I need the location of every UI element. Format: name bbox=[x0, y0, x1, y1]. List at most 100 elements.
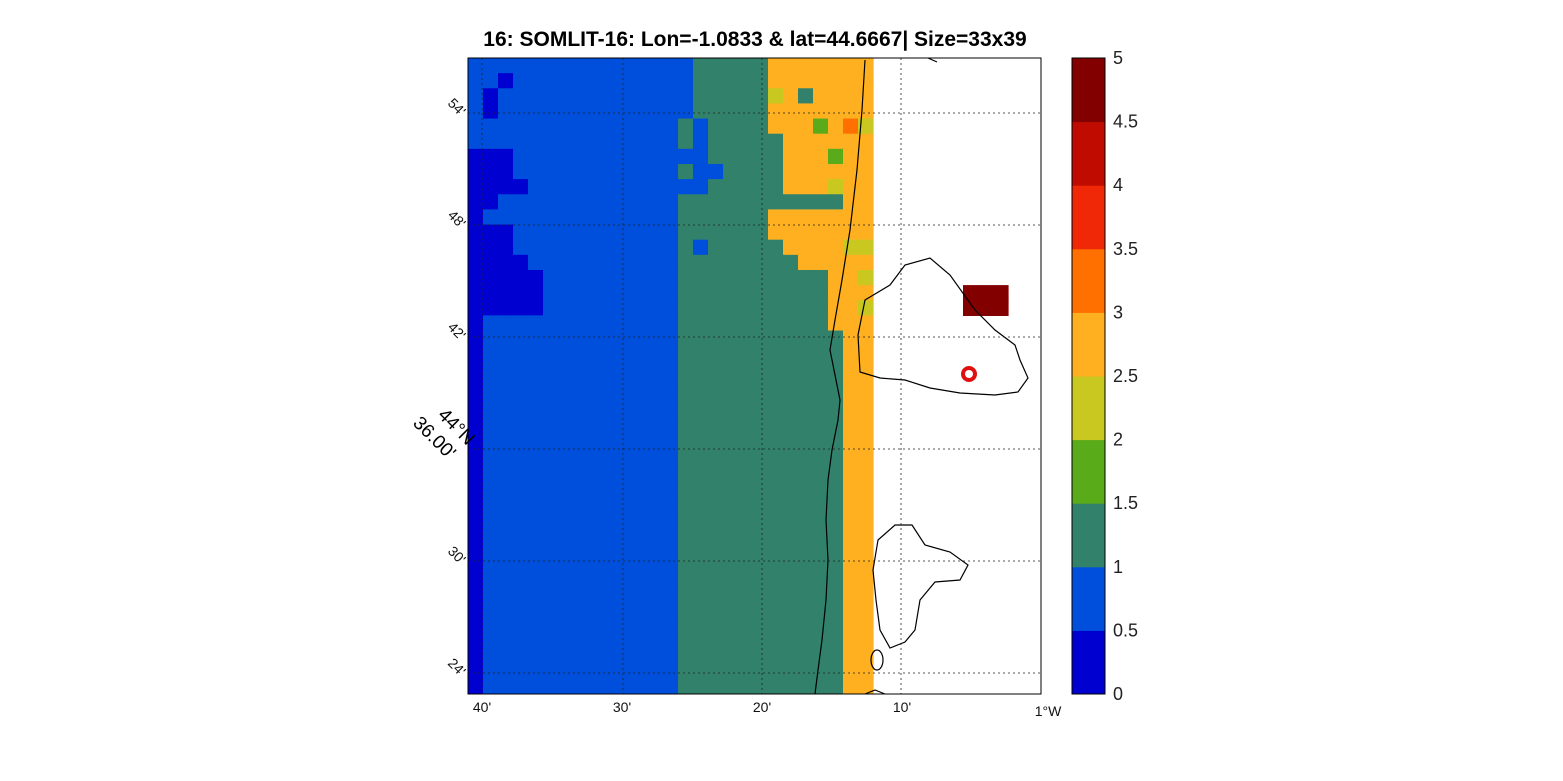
heatmap-cell bbox=[783, 587, 799, 604]
heatmap-cell bbox=[723, 330, 739, 347]
heatmap-cell bbox=[513, 466, 529, 483]
heatmap-cell bbox=[798, 603, 814, 619]
heatmap-cell bbox=[603, 118, 619, 135]
heatmap-cell bbox=[708, 345, 724, 362]
heatmap-cell bbox=[528, 239, 544, 256]
heatmap-cell bbox=[483, 73, 499, 89]
heatmap-cell bbox=[588, 58, 604, 74]
heatmap-cell bbox=[603, 436, 619, 453]
heatmap-cell bbox=[723, 603, 739, 619]
heatmap-cell bbox=[543, 527, 559, 544]
heatmap-cell bbox=[483, 572, 499, 589]
heatmap-cell bbox=[573, 300, 589, 316]
heatmap-cell bbox=[813, 179, 829, 195]
heatmap-cell bbox=[543, 224, 559, 241]
heatmap-cell bbox=[543, 648, 559, 665]
heatmap-cell bbox=[528, 58, 544, 74]
heatmap-cell bbox=[723, 451, 739, 468]
heatmap-cell bbox=[588, 88, 604, 105]
heatmap-cell bbox=[858, 330, 874, 347]
heatmap-cell bbox=[828, 481, 844, 498]
heatmap-cell bbox=[483, 133, 499, 150]
heatmap-cell bbox=[498, 375, 514, 392]
heatmap-cell bbox=[543, 360, 559, 377]
heatmap-cell bbox=[573, 194, 589, 210]
heatmap-cell bbox=[498, 194, 514, 210]
heatmap-cell bbox=[528, 633, 544, 650]
heatmap-cell bbox=[558, 315, 574, 332]
heatmap-cell bbox=[648, 542, 664, 559]
heatmap-cell bbox=[573, 315, 589, 332]
heatmap-cell bbox=[543, 406, 559, 422]
heatmap-cell bbox=[828, 103, 844, 120]
heatmap-cell bbox=[468, 678, 484, 695]
heatmap-cell bbox=[693, 587, 709, 604]
heatmap-cell bbox=[513, 300, 529, 316]
heatmap-cell bbox=[693, 194, 709, 210]
heatmap-cell bbox=[798, 179, 814, 195]
heatmap-cell bbox=[708, 542, 724, 559]
heatmap-cell bbox=[828, 391, 844, 407]
heatmap-cell bbox=[708, 224, 724, 241]
heatmap-cell bbox=[723, 345, 739, 362]
heatmap-cell bbox=[573, 179, 589, 195]
heatmap-cell bbox=[528, 209, 544, 226]
heatmap-cell bbox=[723, 285, 739, 301]
heatmap-cell bbox=[693, 648, 709, 665]
heatmap-cell bbox=[618, 148, 634, 165]
heatmap-cell bbox=[663, 557, 679, 574]
heatmap-cell bbox=[483, 315, 499, 332]
heatmap-cell bbox=[813, 618, 829, 634]
heatmap-cell bbox=[723, 481, 739, 498]
heatmap-cell bbox=[648, 285, 664, 301]
heatmap-cell bbox=[633, 148, 649, 165]
heatmap-cell bbox=[558, 512, 574, 528]
heatmap-cell bbox=[483, 466, 499, 483]
heatmap-cell bbox=[693, 118, 709, 135]
heatmap-cell bbox=[663, 315, 679, 332]
heatmap-cell bbox=[828, 269, 844, 286]
heatmap-cell bbox=[798, 587, 814, 604]
heatmap-cell bbox=[753, 194, 769, 210]
heatmap-cell bbox=[498, 58, 514, 74]
colorbar-tick-label: 3.5 bbox=[1113, 239, 1138, 259]
heatmap-cell bbox=[543, 572, 559, 589]
heatmap-cell bbox=[573, 406, 589, 422]
heatmap-cell bbox=[738, 527, 754, 544]
heatmap-cell bbox=[798, 497, 814, 513]
heatmap-cell bbox=[828, 678, 844, 695]
heatmap-cell bbox=[843, 406, 859, 422]
colorbar-segment bbox=[1072, 376, 1105, 441]
heatmap-cell bbox=[513, 73, 529, 89]
heatmap-cell bbox=[618, 133, 634, 150]
heatmap-cell bbox=[813, 497, 829, 513]
heatmap-cell bbox=[543, 421, 559, 438]
heatmap-cell bbox=[663, 239, 679, 256]
heatmap-cell bbox=[663, 648, 679, 665]
heatmap-cell bbox=[573, 118, 589, 135]
heatmap-cell bbox=[468, 527, 484, 544]
heatmap-cell bbox=[693, 406, 709, 422]
heatmap-cell bbox=[828, 239, 844, 256]
heatmap-cell bbox=[828, 618, 844, 634]
heatmap-cell bbox=[678, 118, 694, 135]
heatmap-cell bbox=[573, 209, 589, 226]
colorbar-segment bbox=[1072, 503, 1105, 568]
heatmap-cell bbox=[723, 497, 739, 513]
heatmap-cell bbox=[843, 436, 859, 453]
heatmap-cell bbox=[813, 466, 829, 483]
heatmap-cell bbox=[693, 103, 709, 120]
heatmap-cell bbox=[723, 179, 739, 195]
heatmap-cell bbox=[588, 300, 604, 316]
heatmap-cell bbox=[723, 73, 739, 89]
heatmap-cell bbox=[663, 224, 679, 241]
heatmap-cell bbox=[573, 360, 589, 377]
heatmap-cell bbox=[753, 527, 769, 544]
heatmap-cell bbox=[843, 360, 859, 377]
heatmap-cell bbox=[468, 269, 484, 286]
heatmap-cell bbox=[813, 224, 829, 241]
heatmap-cell bbox=[483, 587, 499, 604]
heatmap-cell bbox=[858, 73, 874, 89]
heatmap-cell bbox=[558, 557, 574, 574]
